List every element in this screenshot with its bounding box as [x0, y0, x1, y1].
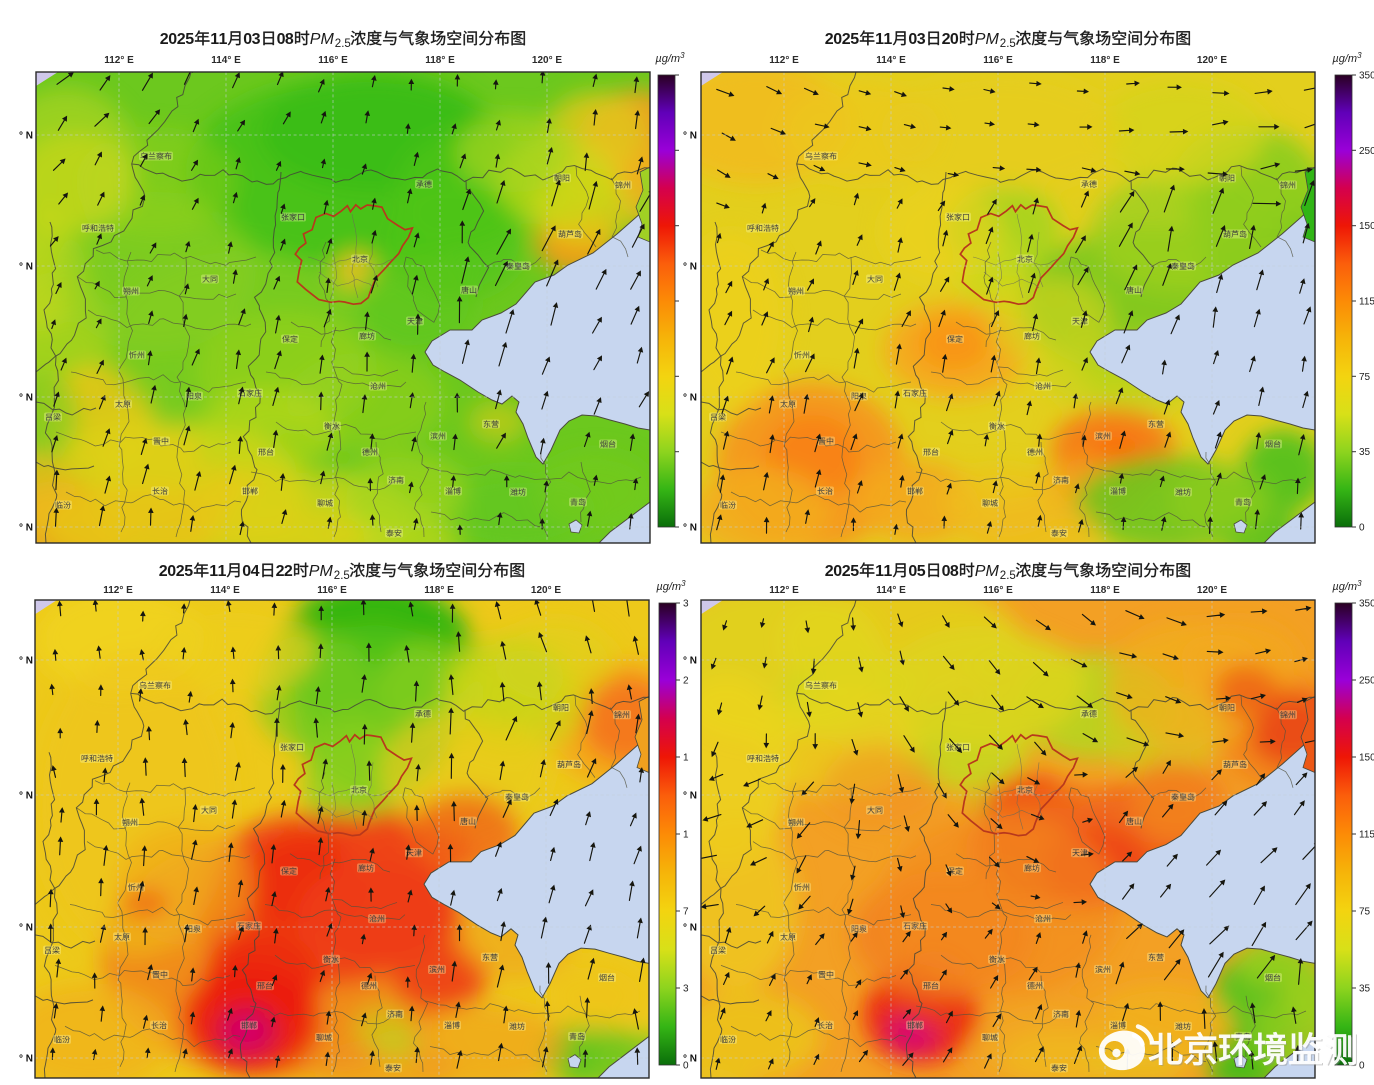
svg-text:35: 35	[1359, 984, 1371, 995]
svg-text:° N: ° N	[19, 131, 33, 142]
svg-text:0: 0	[1359, 523, 1365, 534]
svg-text:03: 03	[243, 31, 260, 48]
svg-text:150: 150	[1359, 753, 1374, 764]
svg-text:1: 1	[683, 753, 689, 764]
svg-text:114° E: 114° E	[876, 55, 906, 66]
svg-text:° N: ° N	[683, 393, 697, 404]
svg-text:350: 350	[1359, 599, 1374, 610]
svg-text:2025: 2025	[159, 563, 193, 580]
svg-text:3: 3	[683, 599, 689, 610]
svg-text:PM: PM	[975, 563, 1000, 580]
svg-text:2.5: 2.5	[1000, 38, 1016, 50]
svg-text:112° E: 112° E	[104, 55, 134, 66]
svg-text:120° E: 120° E	[1197, 55, 1227, 66]
svg-text:7: 7	[683, 907, 689, 918]
svg-text:11: 11	[875, 563, 892, 580]
svg-text:2025: 2025	[825, 31, 859, 48]
svg-text:112° E: 112° E	[103, 585, 133, 596]
svg-text:114° E: 114° E	[876, 585, 906, 596]
svg-text:2025: 2025	[825, 563, 859, 580]
svg-text:150: 150	[1359, 221, 1374, 232]
svg-text:250: 250	[1359, 146, 1374, 157]
svg-text:11: 11	[210, 31, 227, 48]
svg-text:118° E: 118° E	[425, 55, 455, 66]
svg-text:2.5: 2.5	[1000, 570, 1016, 582]
svg-text:2.5: 2.5	[334, 570, 350, 582]
svg-text:75: 75	[1359, 907, 1371, 918]
svg-text:PM: PM	[310, 31, 335, 48]
svg-text:116° E: 116° E	[318, 55, 348, 66]
svg-text:° N: ° N	[683, 656, 697, 667]
svg-text:11: 11	[209, 563, 226, 580]
svg-text:° N: ° N	[19, 262, 33, 273]
svg-text:116° E: 116° E	[317, 585, 347, 596]
svg-text:° N: ° N	[19, 523, 33, 534]
svg-text:11: 11	[875, 31, 892, 48]
svg-text:20: 20	[942, 31, 959, 48]
svg-text:08: 08	[277, 31, 294, 48]
svg-text:° N: ° N	[683, 1054, 697, 1065]
svg-text:120° E: 120° E	[532, 55, 562, 66]
svg-text:08: 08	[942, 563, 959, 580]
svg-text:115: 115	[1359, 830, 1374, 841]
svg-text:° N: ° N	[19, 923, 33, 934]
svg-text:116° E: 116° E	[983, 585, 1013, 596]
svg-text:118° E: 118° E	[1090, 55, 1120, 66]
svg-text:03: 03	[908, 31, 925, 48]
svg-text:114° E: 114° E	[211, 55, 241, 66]
svg-text:2: 2	[683, 676, 689, 687]
svg-text:112° E: 112° E	[769, 55, 799, 66]
svg-text:0: 0	[1359, 1061, 1365, 1072]
svg-text:° N: ° N	[683, 791, 697, 802]
svg-text:µg/m3: µg/m3	[655, 51, 685, 65]
svg-text:1: 1	[683, 830, 689, 841]
svg-text:350: 350	[1359, 71, 1374, 82]
svg-text:µg/m3: µg/m3	[656, 579, 686, 593]
svg-text:250: 250	[1359, 676, 1374, 687]
svg-text:04: 04	[242, 563, 259, 580]
svg-text:° N: ° N	[19, 656, 33, 667]
svg-text:° N: ° N	[19, 393, 33, 404]
svg-text:2.5: 2.5	[335, 38, 351, 50]
svg-text:114° E: 114° E	[210, 585, 240, 596]
svg-text:120° E: 120° E	[1197, 585, 1227, 596]
svg-text:116° E: 116° E	[983, 55, 1013, 66]
svg-text:75: 75	[1359, 372, 1371, 383]
svg-text:° N: ° N	[683, 923, 697, 934]
svg-text:05: 05	[908, 563, 925, 580]
svg-text:22: 22	[276, 563, 293, 580]
svg-text:120° E: 120° E	[531, 585, 561, 596]
svg-text:112° E: 112° E	[769, 585, 799, 596]
svg-text:° N: ° N	[683, 131, 697, 142]
svg-text:118° E: 118° E	[1090, 585, 1120, 596]
svg-text:3: 3	[683, 984, 689, 995]
svg-text:35: 35	[1359, 447, 1371, 458]
svg-text:PM: PM	[975, 31, 1000, 48]
svg-text:118° E: 118° E	[424, 585, 454, 596]
svg-text:2025: 2025	[160, 31, 194, 48]
svg-text:µg/m3: µg/m3	[1332, 51, 1362, 65]
svg-text:° N: ° N	[19, 791, 33, 802]
svg-text:115: 115	[1359, 297, 1374, 308]
svg-text:° N: ° N	[683, 523, 697, 534]
svg-text:0: 0	[683, 1061, 689, 1072]
svg-text:PM: PM	[309, 563, 334, 580]
svg-text:µg/m3: µg/m3	[1332, 579, 1362, 593]
svg-text:° N: ° N	[19, 1054, 33, 1065]
svg-text:° N: ° N	[683, 262, 697, 273]
